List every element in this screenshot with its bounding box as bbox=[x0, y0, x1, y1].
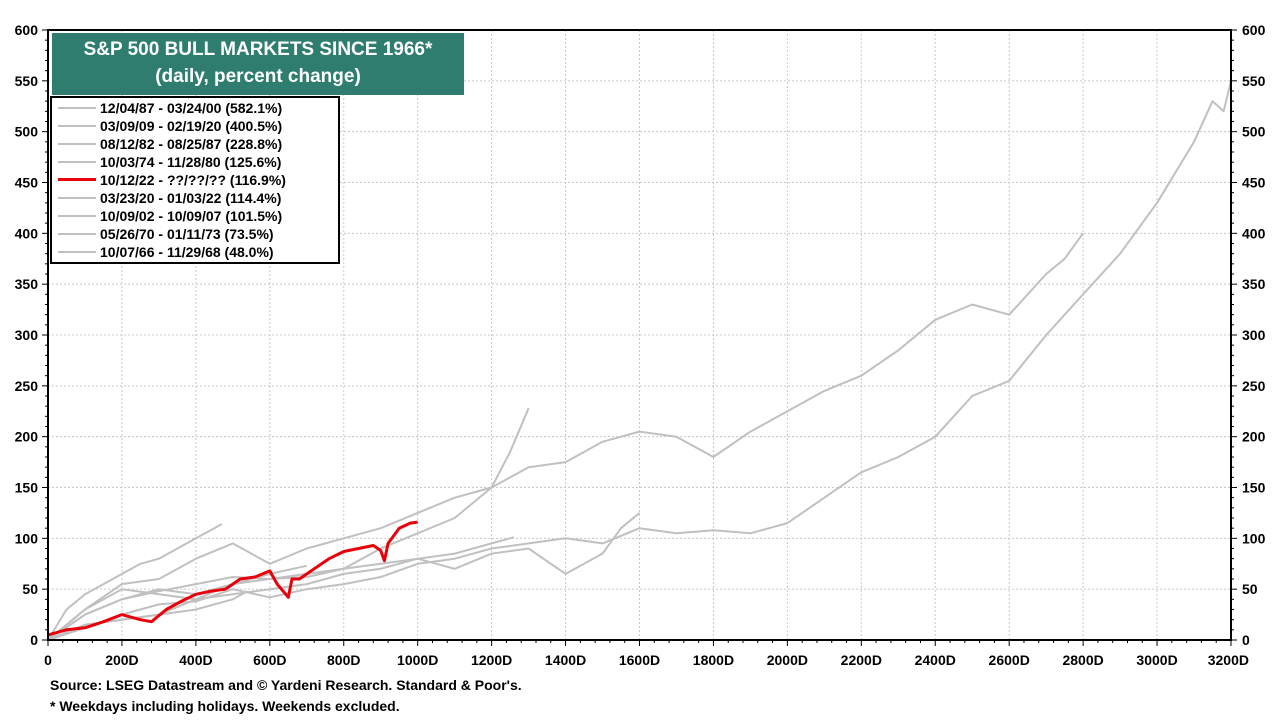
x-tick-label: 600D bbox=[253, 652, 286, 668]
x-tick-label: 1000D bbox=[397, 652, 438, 668]
series-line bbox=[47, 564, 308, 641]
y-tick-label-left: 0 bbox=[30, 632, 38, 648]
footnote: * Weekdays including holidays. Weekends … bbox=[50, 698, 400, 714]
legend-swatch bbox=[58, 125, 96, 127]
chart-title-box: S&P 500 BULL MARKETS SINCE 1966* (daily,… bbox=[52, 33, 464, 95]
y-tick-label-right: 550 bbox=[1242, 73, 1266, 89]
y-tick-label-right: 0 bbox=[1242, 632, 1250, 648]
source-note: Source: LSEG Datastream and © Yardeni Re… bbox=[50, 677, 522, 693]
legend-swatch bbox=[58, 178, 96, 181]
legend-item: 12/04/87 - 03/24/00 (582.1%) bbox=[58, 99, 338, 117]
legend-item: 03/09/09 - 02/19/20 (400.5%) bbox=[58, 117, 338, 135]
y-tick-label-right: 150 bbox=[1242, 480, 1266, 496]
y-tick-label-left: 600 bbox=[15, 22, 39, 38]
y-tick-label-left: 250 bbox=[15, 378, 39, 394]
legend-item: 03/23/20 - 01/03/22 (114.4%) bbox=[58, 189, 338, 207]
legend-item: 10/09/02 - 10/09/07 (101.5%) bbox=[58, 207, 338, 225]
x-tick-label: 2200D bbox=[841, 652, 882, 668]
y-tick-label-right: 200 bbox=[1242, 429, 1266, 445]
y-tick-label-right: 100 bbox=[1242, 530, 1266, 546]
chart-title: S&P 500 BULL MARKETS SINCE 1966* bbox=[83, 39, 433, 60]
y-tick-label-right: 450 bbox=[1242, 175, 1266, 191]
legend-item: 10/07/66 - 11/29/68 (48.0%) bbox=[58, 243, 338, 261]
x-tick-label: 1800D bbox=[693, 652, 734, 668]
y-tick-label-right: 400 bbox=[1242, 225, 1266, 241]
y-tick-label-right: 250 bbox=[1242, 378, 1266, 394]
y-tick-label-left: 100 bbox=[15, 530, 39, 546]
y-tick-label-left: 450 bbox=[15, 175, 39, 191]
legend-label: 05/26/70 - 01/11/73 (73.5%) bbox=[100, 226, 274, 242]
y-tick-label-left: 500 bbox=[15, 124, 39, 140]
x-tick-label: 2000D bbox=[767, 652, 808, 668]
series-line bbox=[47, 512, 641, 641]
legend-label: 03/09/09 - 02/19/20 (400.5%) bbox=[100, 118, 283, 134]
legend-label: 03/23/20 - 01/03/22 (114.4%) bbox=[100, 190, 282, 206]
legend-swatch bbox=[58, 251, 96, 253]
legend-label: 10/09/02 - 10/09/07 (101.5%) bbox=[100, 208, 283, 224]
x-tick-label: 2400D bbox=[915, 652, 956, 668]
series-line bbox=[47, 232, 1084, 641]
y-tick-label-right: 500 bbox=[1242, 124, 1266, 140]
legend-item: 10/03/74 - 11/28/80 (125.6%) bbox=[58, 153, 338, 171]
legend-label: 08/12/82 - 08/25/87 (228.8%) bbox=[100, 136, 283, 152]
series-lines bbox=[47, 80, 1232, 641]
y-tick-label-left: 50 bbox=[22, 581, 38, 597]
series-line bbox=[47, 80, 1232, 641]
y-tick-label-left: 200 bbox=[15, 429, 39, 445]
chart-subtitle: (daily, percent change) bbox=[155, 66, 361, 87]
x-tick-label: 0 bbox=[44, 652, 52, 668]
legend-label: 10/07/66 - 11/29/68 (48.0%) bbox=[100, 244, 274, 260]
axis-ticks bbox=[42, 29, 1237, 646]
x-tick-label: 800D bbox=[327, 652, 360, 668]
y-tick-label-right: 600 bbox=[1242, 22, 1266, 38]
legend-swatch bbox=[58, 215, 96, 217]
x-tick-label: 200D bbox=[105, 652, 138, 668]
legend-swatch bbox=[58, 233, 96, 235]
series-line bbox=[47, 407, 530, 641]
x-tick-label: 3200D bbox=[1208, 652, 1249, 668]
chart-legend: 12/04/87 - 03/24/00 (582.1%) 03/09/09 - 0… bbox=[50, 96, 340, 264]
legend-item: 05/26/70 - 01/11/73 (73.5%) bbox=[58, 225, 338, 243]
legend-item: 08/12/82 - 08/25/87 (228.8%) bbox=[58, 135, 338, 153]
x-tick-label: 3000D bbox=[1136, 652, 1177, 668]
x-tick-label: 1200D bbox=[471, 652, 512, 668]
y-tick-label-left: 300 bbox=[15, 327, 39, 343]
legend-label: 10/12/22 - ??/??/?? (116.9%) bbox=[100, 172, 286, 188]
legend-swatch bbox=[58, 143, 96, 145]
x-tick-label: 1400D bbox=[545, 652, 586, 668]
series-line bbox=[47, 523, 223, 641]
y-tick-label-left: 400 bbox=[15, 225, 39, 241]
y-tick-label-left: 550 bbox=[15, 73, 39, 89]
series-line-current bbox=[47, 520, 418, 637]
legend-swatch bbox=[58, 161, 96, 163]
legend-swatch bbox=[58, 107, 96, 109]
x-tick-label: 400D bbox=[179, 652, 212, 668]
y-tick-label-left: 150 bbox=[15, 480, 39, 496]
y-tick-label-right: 350 bbox=[1242, 276, 1266, 292]
y-tick-label-left: 350 bbox=[15, 276, 39, 292]
x-tick-label: 2800D bbox=[1062, 652, 1103, 668]
y-tick-label-right: 300 bbox=[1242, 327, 1266, 343]
legend-label: 12/04/87 - 03/24/00 (582.1%) bbox=[100, 100, 283, 116]
y-tick-label-right: 50 bbox=[1242, 581, 1258, 597]
legend-item: 10/12/22 - ??/??/?? (116.9%) bbox=[58, 171, 338, 189]
legend-swatch bbox=[58, 197, 96, 199]
x-tick-label: 2600D bbox=[989, 652, 1030, 668]
legend-label: 10/03/74 - 11/28/80 (125.6%) bbox=[100, 154, 282, 170]
x-tick-label: 1600D bbox=[619, 652, 660, 668]
